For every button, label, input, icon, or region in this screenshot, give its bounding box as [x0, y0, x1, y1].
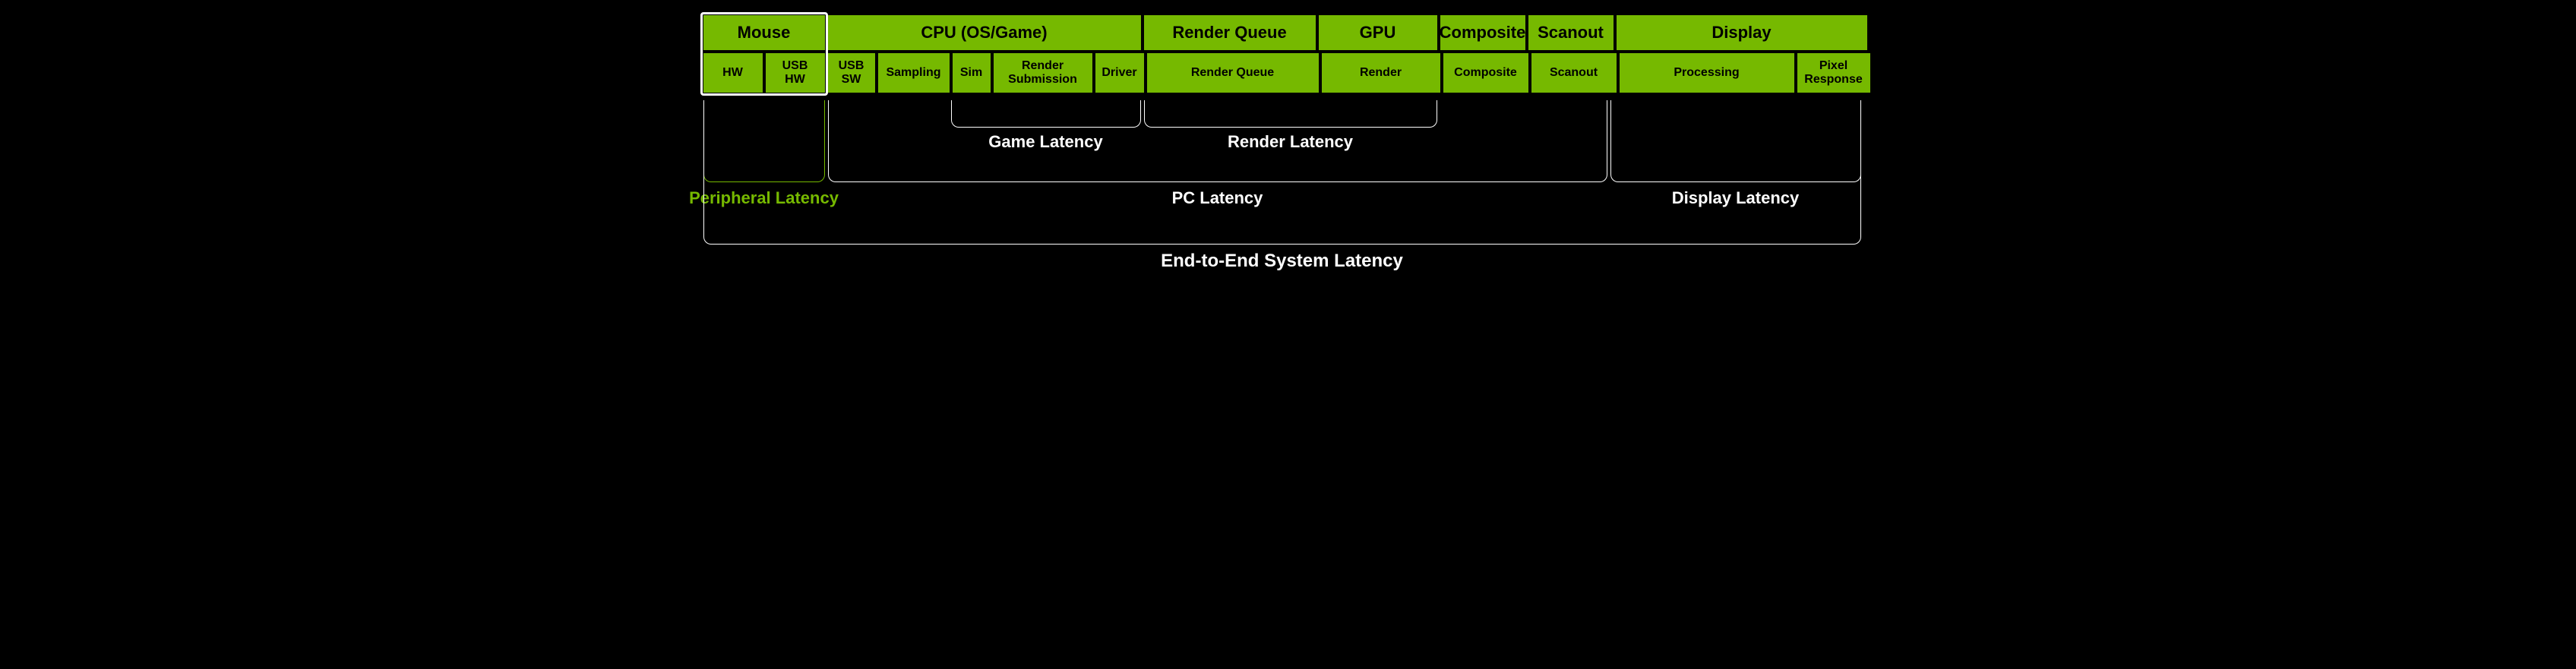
stage-display: Display	[1617, 15, 1867, 50]
latency-pipeline-diagram: MouseCPU (OS/Game)Render QueueGPUComposi…	[703, 15, 1873, 298]
bracket-e2e	[703, 100, 1861, 245]
pipeline-top-row: MouseCPU (OS/Game)Render QueueGPUComposi…	[703, 15, 1873, 50]
substage-render: Render	[1322, 53, 1440, 93]
substage-sampling: Sampling	[878, 53, 950, 93]
substage-composite2: Composite	[1443, 53, 1528, 93]
stage-rqueue: Render Queue	[1144, 15, 1316, 50]
latency-brackets: Game LatencyRender LatencyPeripheral Lat…	[703, 100, 1873, 298]
substage-usbhw: USB HW	[766, 53, 825, 93]
substage-sim: Sim	[953, 53, 991, 93]
substage-scanout2: Scanout	[1531, 53, 1617, 93]
substage-rqueue2: Render Queue	[1147, 53, 1319, 93]
substage-rendersub: Render Submission	[994, 53, 1092, 93]
pipeline-sub-row: HWUSB HWUSB SWSamplingSimRender Submissi…	[703, 53, 1873, 93]
stage-composite: Composite	[1440, 15, 1525, 50]
substage-hw: HW	[703, 53, 763, 93]
stage-cpu: CPU (OS/Game)	[828, 15, 1141, 50]
substage-pixelresp: Pixel Response	[1797, 53, 1870, 93]
bracket-label-e2e: End-to-End System Latency	[1161, 251, 1403, 272]
substage-driver: Driver	[1095, 53, 1144, 93]
stage-scanout: Scanout	[1528, 15, 1614, 50]
stage-gpu: GPU	[1319, 15, 1437, 50]
substage-processing: Processing	[1620, 53, 1794, 93]
substage-usbsw: USB SW	[828, 53, 875, 93]
stage-mouse: Mouse	[703, 15, 825, 50]
